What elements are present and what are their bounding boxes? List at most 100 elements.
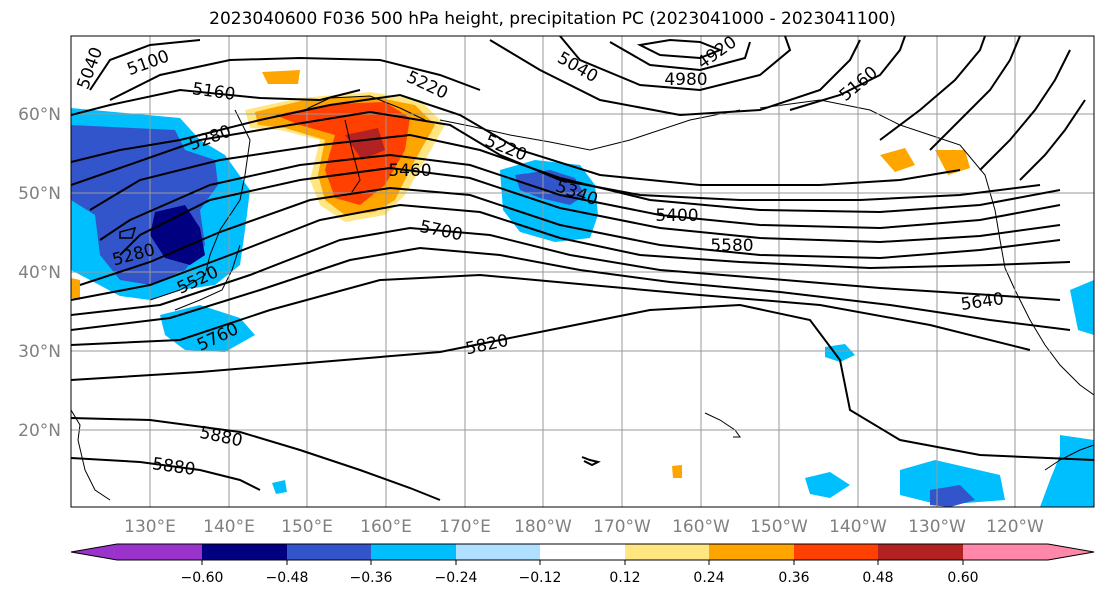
colorbar-segment xyxy=(540,544,625,560)
contour-5700 xyxy=(71,246,1071,331)
shade-small-2 xyxy=(805,472,850,498)
colorbar-segment xyxy=(117,544,202,560)
contour-5340 xyxy=(89,133,1061,214)
contour-5400 xyxy=(99,153,1061,241)
contour-5280-east xyxy=(879,36,986,141)
lat-label-20n: 20°N xyxy=(18,421,61,441)
shade-bering-mid xyxy=(275,102,410,205)
contour-5820 xyxy=(71,303,1094,461)
colorbar-tick-label: −0.12 xyxy=(519,570,562,586)
contour-label: 5400 xyxy=(655,206,698,226)
contour-low-outer xyxy=(559,36,792,92)
shade-mexico xyxy=(1040,435,1094,507)
contour-5160-east xyxy=(489,39,861,117)
contour-5460-east xyxy=(1019,99,1086,181)
contour-5520 xyxy=(79,186,1061,286)
shade-small-3 xyxy=(272,480,287,494)
shade-east-pacific-mid xyxy=(930,485,975,507)
lon-label-170e: 170°E xyxy=(439,517,491,537)
coast-japan xyxy=(174,244,241,311)
shade-east-pacific xyxy=(900,460,1005,505)
lat-label-30n: 30°N xyxy=(18,342,61,362)
lon-label-150w: 150°W xyxy=(750,517,808,537)
positive-shading xyxy=(71,70,970,478)
contour-low-mid xyxy=(609,41,751,72)
coast-mexico xyxy=(1044,444,1094,471)
colorbar-segment xyxy=(878,544,963,560)
contour-5880-b xyxy=(71,457,261,491)
colorbar-extend-high xyxy=(1048,544,1094,560)
colorbar-segment xyxy=(202,544,287,560)
coastlines xyxy=(71,95,1094,501)
coast-north-america xyxy=(759,99,1094,396)
contour-label: 4980 xyxy=(664,70,707,90)
colorbar-tick-label: −0.24 xyxy=(435,570,478,586)
colorbar-tick-label: −0.48 xyxy=(266,570,309,586)
lon-label-160e: 160°E xyxy=(360,517,412,537)
contour-5160 xyxy=(71,88,361,116)
contour-label: 5580 xyxy=(710,236,753,256)
coast-asia xyxy=(149,109,251,301)
lon-label-120w: 120°W xyxy=(986,517,1044,537)
contour-5340-east xyxy=(929,36,1021,151)
colorbar-tick-label: 0.36 xyxy=(778,570,809,586)
latitude-labels: 60°N 50°N 40°N 30°N 20°N xyxy=(18,105,61,441)
coast-aleutians xyxy=(439,109,741,151)
colorbar-segment xyxy=(287,544,371,560)
colorbar-segment xyxy=(794,544,878,560)
lon-label-140e: 140°E xyxy=(203,517,255,537)
colorbar-outline xyxy=(70,543,1095,561)
colorbar-segment xyxy=(371,544,456,560)
coast-kamchatka-2 xyxy=(344,119,361,196)
contour-small-loop xyxy=(119,226,137,239)
lon-label-170w: 170°W xyxy=(593,517,651,537)
colorbar-segment xyxy=(456,544,540,560)
contour-5880-a xyxy=(71,417,441,501)
shade-california xyxy=(1070,280,1094,335)
map-area xyxy=(71,36,1094,507)
colorbar-tick-label: −0.60 xyxy=(181,570,224,586)
contour-5760 xyxy=(71,273,1031,351)
contour-5220 xyxy=(71,93,961,186)
contour-5280 xyxy=(71,110,1041,201)
lat-label-40n: 40°N xyxy=(18,263,61,283)
lat-label-50n: 50°N xyxy=(18,184,61,204)
colorbar-segment xyxy=(963,544,1048,560)
contour-5640 xyxy=(71,226,1061,316)
shade-small-pos-1 xyxy=(262,70,300,84)
shade-alaska-2 xyxy=(935,150,970,175)
shade-alaska-1 xyxy=(880,148,915,172)
contour-5220-east xyxy=(789,36,906,111)
coast-philippines xyxy=(71,409,111,501)
colorbar-segment xyxy=(709,544,794,560)
shade-bering-strong xyxy=(345,128,385,160)
map-title: 2023040600 F036 500 hPa height, precipit… xyxy=(209,9,896,29)
coast-kamchatka xyxy=(299,95,426,121)
shade-japan-south xyxy=(160,305,255,352)
shade-asia-strong xyxy=(150,205,205,265)
contour-label: 5460 xyxy=(388,161,431,181)
colorbar: −0.60 −0.48 −0.36 −0.24 −0.12 0.12 0.24 … xyxy=(70,543,1095,586)
lon-label-130w: 130°W xyxy=(908,517,966,537)
colorbar-tick-label: 0.60 xyxy=(947,570,978,586)
colorbar-tick-label: 0.24 xyxy=(693,570,724,586)
colorbar-segment xyxy=(625,544,709,560)
contour-5580 xyxy=(71,203,1071,301)
lon-label-180w: 180°W xyxy=(514,517,572,537)
lon-label-130e: 130°E xyxy=(124,517,176,537)
height-contours xyxy=(71,36,1094,501)
map-frame xyxy=(70,35,1095,508)
contour-5040-west xyxy=(89,39,201,91)
shade-west-edge xyxy=(71,278,80,300)
contour-5460 xyxy=(119,166,1061,256)
colorbar-extend-low xyxy=(71,544,117,560)
longitude-labels: 130°E 140°E 150°E 160°E 170°E 180°W 170°… xyxy=(124,517,1044,537)
colorbar-tick-label: 0.12 xyxy=(609,570,640,586)
contour-5100 xyxy=(109,56,481,101)
contour-5400-east xyxy=(979,49,1071,171)
contour-low-inner xyxy=(636,38,723,60)
shade-small-pos-2 xyxy=(672,465,682,478)
coast-small-island xyxy=(581,456,601,467)
colorbar-tick-label: −0.36 xyxy=(350,570,393,586)
lon-label-150e: 150°E xyxy=(281,517,333,537)
